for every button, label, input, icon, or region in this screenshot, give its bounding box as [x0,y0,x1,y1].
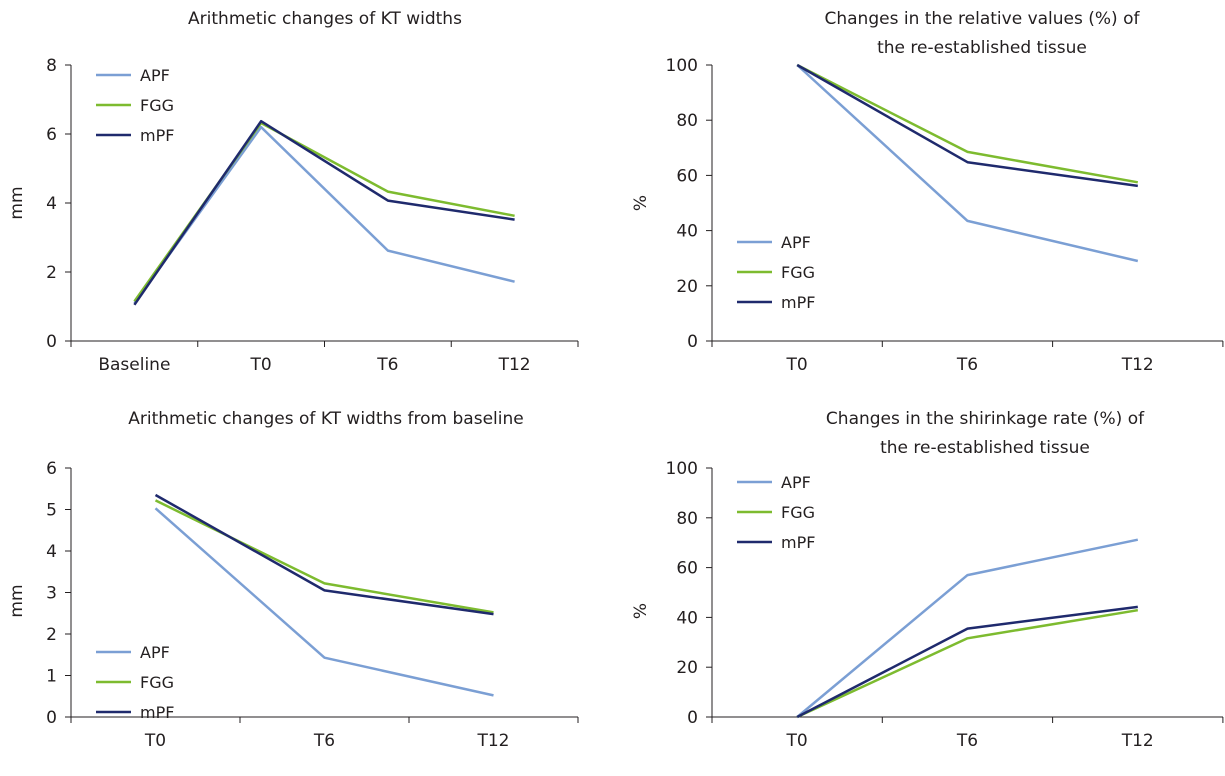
y-tick-label: 20 [676,658,698,678]
chart-arithmetic-kt-widths: Arithmetic changes of KT widths 0 2 4 6 8 Base… [7,9,579,375]
y-axis-label: % [631,195,651,211]
series-line-mpf [154,493,494,616]
x-tick-label: T12 [476,731,509,751]
y-tick-label: 6 [46,125,57,145]
x-tick-label: T6 [956,731,978,751]
y-tick-label: 4 [46,194,57,214]
series-line-fgg [154,499,494,614]
y-tick-label: 0 [46,332,57,352]
y-axis-label: mm [7,584,27,617]
y-tick-label: 1 [46,667,57,687]
series-line-apf [796,538,1139,718]
legend-label: mPF [140,126,174,145]
y-tick-label: 6 [46,459,57,479]
legend-label: APF [140,66,170,85]
chart-relative-values: Changes in the relative values (%) of the… [631,9,1224,375]
chart-title: the re-established tissue [880,438,1090,458]
x-tick-label: T0 [144,731,166,751]
x-tick-label: T0 [786,731,808,751]
x-tick-label: Baseline [98,355,170,375]
legend-label: mPF [781,533,815,552]
series-line-apf [154,507,494,697]
series-line-mpf [796,63,1138,188]
y-tick-label: 100 [666,459,698,479]
series-line-mpf [796,605,1138,719]
y-tick-label: 4 [46,542,57,562]
y-tick-label: 8 [46,56,57,76]
x-tick-label: T6 [376,355,398,375]
legend-label: FGG [140,96,174,115]
legend-label: APF [781,233,811,252]
x-tick-label: T6 [956,355,978,375]
y-tick-label: 80 [676,509,698,529]
legend-label: APF [140,643,170,662]
x-tick-label: T0 [786,355,808,375]
y-tick-label: 3 [46,584,57,604]
series-line-apf [796,64,1139,263]
chart-title: Arithmetic changes of KT widths [188,9,462,29]
y-tick-label: 80 [676,111,698,131]
x-tick-label: T6 [313,731,335,751]
legend-label: mPF [140,703,174,722]
x-tick-label: T12 [1121,731,1154,751]
chart-title: Arithmetic changes of KT widths from bas… [128,409,523,429]
y-tick-label: 60 [676,559,698,579]
series-line-apf [133,125,515,304]
legend-label: FGG [140,673,174,692]
y-axis-label: % [631,603,651,619]
legend-label: mPF [781,293,815,312]
y-tick-label: 0 [687,332,698,352]
y-tick-label: 0 [46,708,57,728]
y-axis-label: mm [7,186,27,219]
legend-label: FGG [781,503,815,522]
y-tick-label: 2 [46,625,57,645]
series-line-fgg [796,63,1139,184]
chart-kt-widths-from-baseline: Arithmetic changes of KT widths from bas… [7,409,579,751]
chart-title: Changes in the shirinkage rate (%) of [826,409,1145,429]
chart-title: Changes in the relative values (%) of [825,9,1141,29]
y-tick-label: 60 [676,166,698,186]
x-tick-label: T0 [250,355,272,375]
chart-shrinkage-rate: Changes in the shirinkage rate (%) of the… [631,409,1224,751]
x-tick-label: T12 [498,355,531,375]
y-tick-label: 100 [666,56,698,76]
y-tick-label: 40 [676,608,698,628]
y-tick-label: 5 [46,501,57,521]
legend-label: APF [781,473,811,492]
series-line-mpf [133,119,515,306]
y-tick-label: 20 [676,277,698,297]
y-tick-label: 0 [687,708,698,728]
y-tick-label: 2 [46,263,57,283]
y-tick-label: 40 [676,222,698,242]
x-tick-label: T12 [1121,355,1154,375]
series-line-fgg [796,608,1139,719]
chart-title: the re-established tissue [877,38,1087,58]
legend-label: FGG [781,263,815,282]
